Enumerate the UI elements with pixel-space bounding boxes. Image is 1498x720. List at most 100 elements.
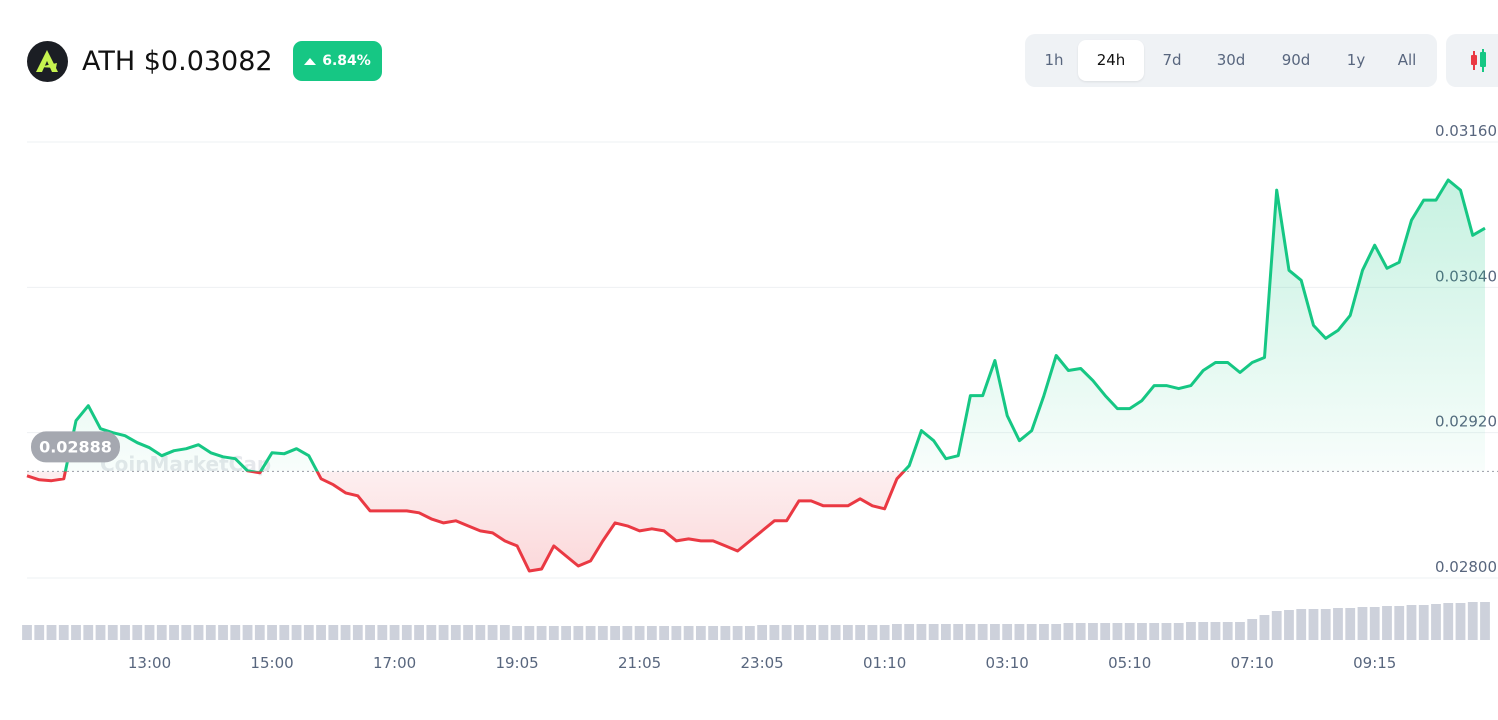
volume-bar xyxy=(757,625,768,640)
timeframe-tab[interactable]: 1h xyxy=(1044,51,1064,69)
volume-bar xyxy=(1002,624,1013,640)
volume-bar xyxy=(1284,610,1294,640)
baseline-pill xyxy=(31,431,120,463)
volume-bar xyxy=(977,624,988,640)
volume-bar xyxy=(867,625,878,640)
baseline-label: 0.02888 xyxy=(39,437,112,456)
volume-bar xyxy=(806,625,817,640)
timeframe-tab[interactable]: 7d xyxy=(1162,51,1182,69)
volume-bar xyxy=(230,625,241,640)
timeframe-tab[interactable]: 1y xyxy=(1346,51,1366,69)
volume-bar xyxy=(1100,623,1111,640)
x-tick-label: 17:00 xyxy=(373,654,416,672)
volume-bar xyxy=(1051,624,1062,640)
volume-bar xyxy=(1443,603,1454,640)
volume-bar xyxy=(830,625,841,640)
volume-bar xyxy=(732,626,743,640)
volume-bar xyxy=(193,625,204,640)
volume-bar xyxy=(622,626,633,640)
volume-bar xyxy=(487,625,498,640)
price-line xyxy=(26,178,1486,573)
volume-bar xyxy=(744,626,755,640)
x-tick-label: 13:00 xyxy=(128,654,171,672)
volume-bar xyxy=(352,625,363,640)
token-logo xyxy=(27,41,68,82)
volume-bar xyxy=(1259,615,1270,640)
volume-bar xyxy=(438,625,449,640)
volume-bar xyxy=(708,626,719,640)
volume-bar xyxy=(1088,623,1098,640)
volume-bar xyxy=(34,625,45,640)
volume-bar xyxy=(389,625,400,640)
volume-bar xyxy=(316,625,326,640)
timeframe-tab[interactable]: 30d xyxy=(1216,51,1246,69)
volume-bar xyxy=(450,625,461,640)
volume-bar xyxy=(1320,609,1331,640)
price-title: ATH $0.03082 xyxy=(82,46,273,77)
volume-bar xyxy=(71,625,81,640)
volume-bar xyxy=(1124,623,1135,640)
volume-bar xyxy=(1063,623,1074,640)
volume-bar xyxy=(1455,603,1466,640)
volume-bar xyxy=(1271,611,1282,640)
volume-bar xyxy=(1222,622,1233,640)
volume-bar xyxy=(1345,608,1356,640)
volume-bar xyxy=(1198,622,1209,640)
volume-bar xyxy=(671,626,682,640)
volume-bar xyxy=(291,625,302,640)
volume-bar xyxy=(475,625,486,640)
volume-bar xyxy=(610,626,621,640)
volume-bar xyxy=(205,625,216,640)
volume-bar xyxy=(634,626,645,640)
volume-bar xyxy=(561,626,571,640)
x-tick-label: 19:05 xyxy=(495,654,538,672)
volume-bar xyxy=(377,625,388,640)
volume-bar xyxy=(132,625,143,640)
x-tick-label: 21:05 xyxy=(618,654,661,672)
volume-bar xyxy=(107,625,118,640)
volume-bar xyxy=(1247,619,1258,640)
volume-bar xyxy=(842,625,853,640)
volume-bar xyxy=(1186,622,1196,640)
volume-bar xyxy=(512,626,522,640)
volume-bar xyxy=(1075,623,1086,640)
volume-bar xyxy=(463,625,473,640)
volume-bar xyxy=(1161,623,1172,640)
volume-bar xyxy=(524,626,535,640)
volume-bar xyxy=(720,626,731,640)
volume-bar xyxy=(1296,609,1307,640)
volume-bar xyxy=(1418,605,1429,640)
volume-bar xyxy=(414,625,424,640)
volume-bar xyxy=(1369,607,1380,640)
volume-bar xyxy=(769,625,780,640)
volume-bar xyxy=(340,625,351,640)
volume-bar xyxy=(695,626,706,640)
volume-bar xyxy=(1406,605,1417,640)
timeframe-tab[interactable]: 90d xyxy=(1281,51,1311,69)
volume-bar xyxy=(891,624,902,640)
x-tick-label: 03:10 xyxy=(986,654,1029,672)
volume-bar xyxy=(254,625,265,640)
timeframe-tab[interactable]: 24h xyxy=(1078,40,1144,81)
timeframe-tab[interactable]: All xyxy=(1397,51,1417,69)
volume-bar xyxy=(953,624,964,640)
volume-bar xyxy=(904,624,915,640)
change-badge: 6.84% xyxy=(293,41,382,81)
volume-bar xyxy=(941,624,951,640)
volume-bar xyxy=(965,624,976,640)
chart-type-button[interactable] xyxy=(1446,34,1498,87)
timeframe-tabs: 1h 24h 7d 30d 90d 1y All xyxy=(1025,34,1437,87)
volume-bar xyxy=(22,625,32,640)
volume-bar xyxy=(855,625,866,640)
volume-bar xyxy=(916,624,927,640)
volume-bar xyxy=(181,625,192,640)
candle-icon xyxy=(1471,49,1486,72)
x-tick-label: 23:05 xyxy=(741,654,784,672)
x-tick-label: 09:15 xyxy=(1353,654,1396,672)
volume-bar xyxy=(95,625,106,640)
logo-icon xyxy=(36,50,58,72)
volume-bar xyxy=(499,625,510,640)
volume-bar xyxy=(1173,623,1184,640)
